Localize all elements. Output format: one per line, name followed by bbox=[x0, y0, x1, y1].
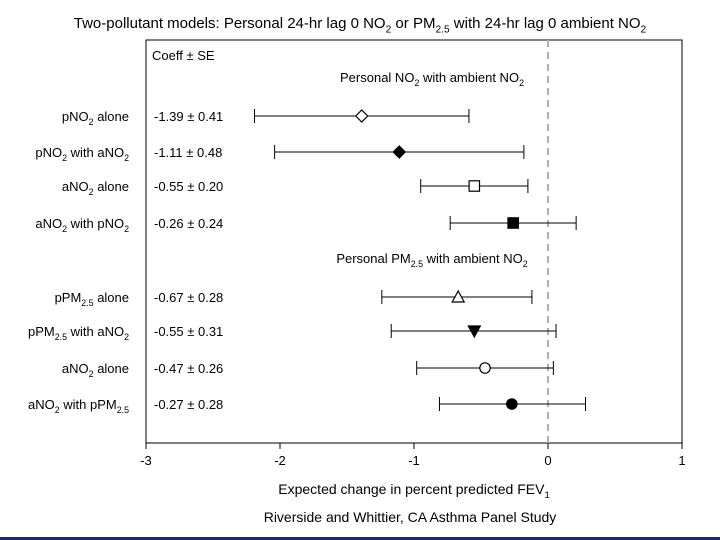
row-label: pPM2.5 alone bbox=[55, 290, 129, 308]
group-label: Personal NO2 with ambient NO2 bbox=[340, 70, 524, 88]
x-tick-label: 1 bbox=[678, 453, 685, 468]
coefficient-text: -0.27 ± 0.28 bbox=[154, 397, 223, 412]
coefficient-text: -0.26 ± 0.24 bbox=[154, 216, 223, 231]
point-estimate bbox=[392, 145, 407, 159]
coefficient-text: -1.39 ± 0.41 bbox=[154, 109, 223, 124]
row-label: pNO2 with aNO2 bbox=[35, 145, 129, 163]
coefficient-text: -1.11 ± 0.48 bbox=[154, 145, 222, 160]
chart-title: Two-pollutant models: Personal 24-hr lag… bbox=[74, 15, 647, 36]
footer-caption: Riverside and Whittier, CA Asthma Panel … bbox=[264, 509, 557, 525]
point-estimate bbox=[506, 398, 518, 410]
row-label: aNO2 with pNO2 bbox=[35, 216, 129, 234]
coefficient-text: -0.55 ± 0.31 bbox=[154, 324, 223, 339]
point-estimate bbox=[479, 362, 491, 374]
point-estimate bbox=[451, 289, 466, 303]
group-label: Personal PM2.5 with ambient NO2 bbox=[336, 251, 527, 269]
x-tick-label: -2 bbox=[274, 453, 286, 468]
x-axis-label: Expected change in percent predicted FEV… bbox=[278, 481, 549, 501]
x-tick-label: -3 bbox=[140, 453, 152, 468]
coefficient-text: -0.47 ± 0.26 bbox=[154, 361, 223, 376]
column-header: Coeff ± SE bbox=[152, 48, 215, 63]
point-estimate bbox=[467, 325, 482, 339]
row-label: aNO2 alone bbox=[62, 361, 129, 379]
point-estimate bbox=[354, 109, 369, 123]
x-tick-label: -1 bbox=[408, 453, 420, 468]
row-label: aNO2 alone bbox=[62, 179, 129, 197]
bottom-rule bbox=[0, 537, 720, 540]
point-estimate bbox=[507, 217, 519, 229]
row-label: pPM2.5 with aNO2 bbox=[28, 324, 129, 342]
plot-frame bbox=[145, 39, 683, 444]
row-label: pNO2 alone bbox=[62, 109, 129, 127]
row-label: aNO2 with pPM2.5 bbox=[28, 397, 129, 415]
coefficient-text: -0.55 ± 0.20 bbox=[154, 179, 223, 194]
x-tick-label: 0 bbox=[544, 453, 551, 468]
point-estimate bbox=[468, 180, 481, 192]
coefficient-text: -0.67 ± 0.28 bbox=[154, 290, 223, 305]
